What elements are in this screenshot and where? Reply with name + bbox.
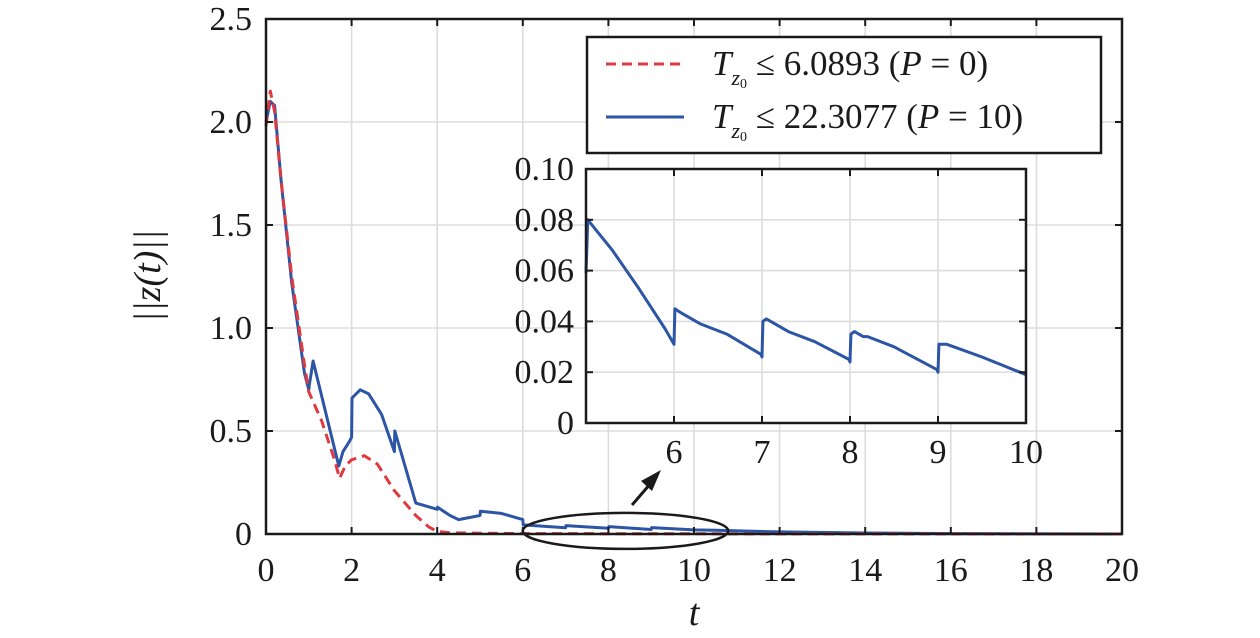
x-tick-label: 8 [842, 434, 859, 471]
legend-box [585, 35, 1103, 155]
y-tick-label: 0.08 [515, 202, 575, 239]
x-tick-label: 8 [600, 552, 617, 589]
y-tick-label: 0.10 [515, 151, 575, 188]
legend-entry-1: Tz0 ≤ 6.0893 (P = 0) [712, 44, 988, 92]
y-axis-label: ||z(t)|| [127, 230, 169, 322]
legend-entry-1-p: P [899, 44, 921, 83]
inset-series [584, 218, 1027, 377]
x-tick-label: 9 [930, 434, 947, 471]
x-tick-label: 12 [763, 552, 797, 589]
legend-entry-1-bound: ≤ 6.0893 ( [747, 44, 900, 83]
y-tick-label: 0.04 [515, 303, 575, 340]
x-tick-label: 0 [258, 552, 275, 589]
x-tick-label: 4 [429, 552, 446, 589]
legend-entry-1-symbol: T [712, 44, 734, 83]
legend-entry-2-sub: z [730, 118, 740, 143]
legend: Tz0 ≤ 6.0893 (P = 0) Tz0 ≤ 22.3077 (P = … [585, 35, 1103, 155]
legend-entry-1-subsub: 0 [740, 77, 747, 92]
y-tick-label: 2.5 [210, 1, 253, 38]
y-tick-label: 0 [557, 405, 574, 442]
main-x-tick-labels: 0 2 4 6 8 10 12 14 16 18 20 [258, 552, 1140, 589]
zoom-ellipse [521, 511, 730, 551]
inset-background [586, 169, 1026, 423]
x-tick-label: 10 [1009, 434, 1043, 471]
legend-entry-1-sub: z [730, 65, 740, 90]
x-tick-label: 6 [666, 434, 683, 471]
y-tick-label: 0 [235, 516, 252, 553]
inset-axis-ticks [586, 168, 1027, 424]
legend-entry-2-subsub: 0 [740, 130, 747, 145]
legend-entry-2-p: P [917, 97, 939, 136]
inset-x-tick-labels: 6 7 8 9 10 [666, 434, 1044, 471]
main-y-tick-labels: 0 0.5 1.0 1.5 2.0 2.5 [210, 1, 253, 553]
x-tick-label: 6 [514, 552, 531, 589]
x-tick-label: 7 [754, 434, 771, 471]
zoom-arrow-head [641, 470, 661, 491]
series-line-solid [584, 218, 1027, 377]
x-tick-label: 18 [1019, 552, 1053, 589]
x-tick-label: 20 [1105, 552, 1139, 589]
legend-entry-2: Tz0 ≤ 22.3077 (P = 10) [712, 97, 1023, 145]
inset-plot-frame [584, 167, 1028, 425]
y-tick-label: 2.0 [210, 104, 253, 141]
inset-y-tick-labels: 0 0.02 0.04 0.06 0.08 0.10 [515, 151, 575, 442]
series-line-solid [264, 99, 1123, 536]
x-tick-label: 10 [677, 552, 711, 589]
x-tick-label: 16 [934, 552, 968, 589]
y-tick-label: 0.5 [210, 413, 253, 450]
legend-entry-2-symbol: T [712, 97, 734, 136]
legend-entry-1-tail: = 0) [922, 44, 988, 83]
y-tick-label: 0.06 [515, 253, 575, 290]
x-tick-label: 2 [343, 552, 360, 589]
x-tick-label: 14 [848, 552, 882, 589]
legend-entry-2-bound: ≤ 22.3077 ( [747, 97, 918, 136]
y-tick-label: 0.02 [515, 354, 575, 391]
legend-entry-2-tail: = 10) [939, 97, 1023, 136]
y-tick-label: 1.0 [210, 310, 253, 347]
x-axis-label: t [689, 592, 701, 634]
y-tick-label: 1.5 [210, 207, 253, 244]
